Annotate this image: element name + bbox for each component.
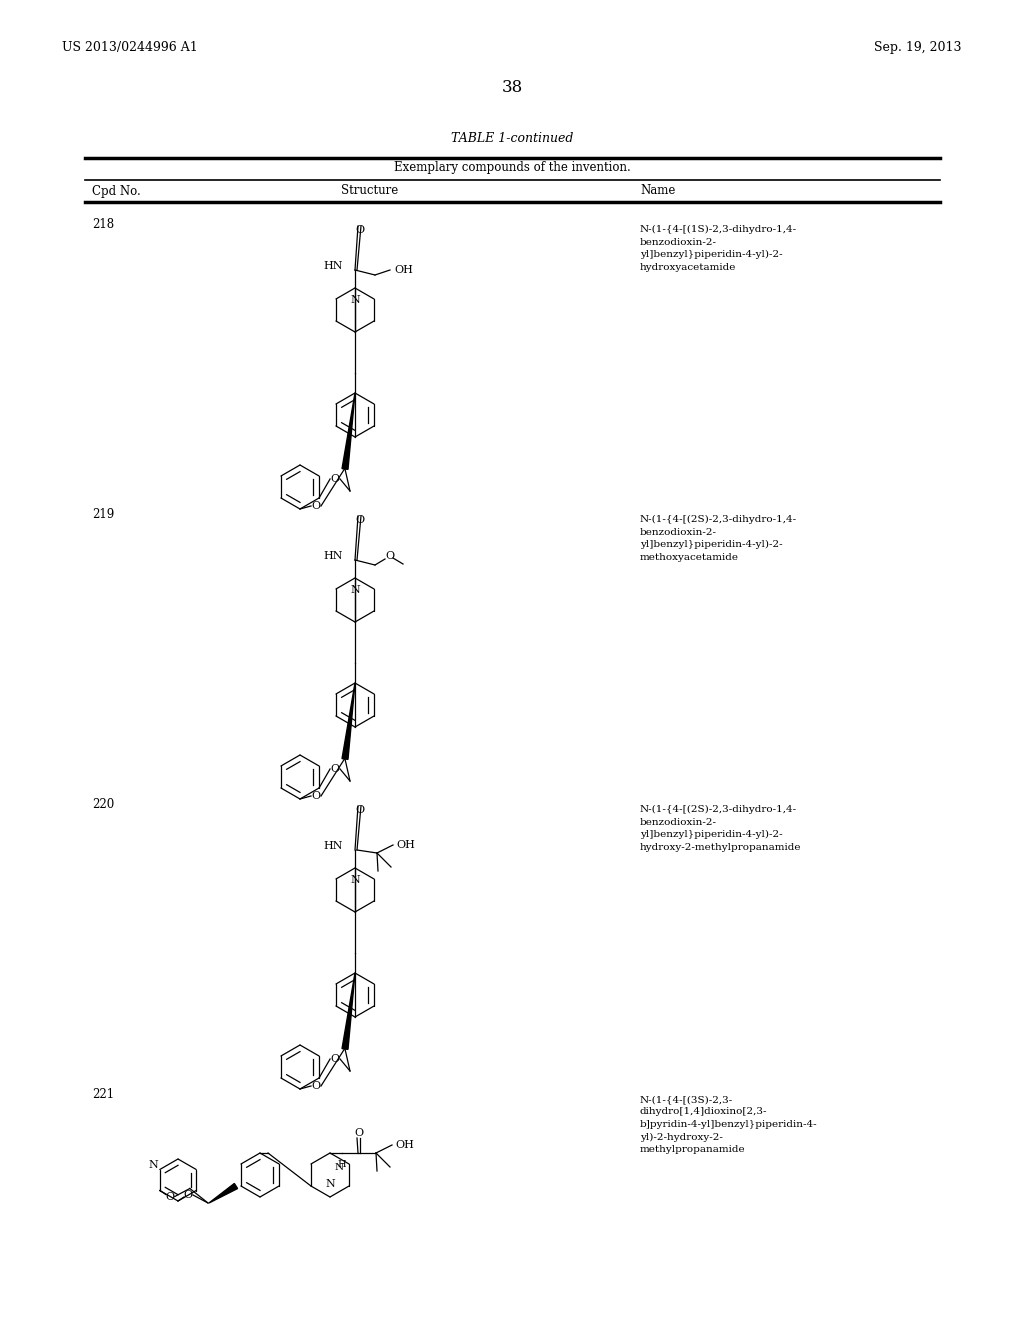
- Text: N: N: [350, 875, 359, 884]
- Text: O: O: [331, 1053, 340, 1064]
- Text: TABLE 1-continued: TABLE 1-continued: [451, 132, 573, 144]
- Text: O: O: [331, 764, 340, 774]
- Polygon shape: [342, 973, 355, 1049]
- Polygon shape: [209, 1184, 238, 1203]
- Text: Cpd No.: Cpd No.: [92, 185, 140, 198]
- Text: 220: 220: [92, 799, 115, 812]
- Text: O: O: [165, 1192, 174, 1201]
- Text: O: O: [311, 1081, 321, 1092]
- Text: O: O: [355, 224, 365, 235]
- Text: Sep. 19, 2013: Sep. 19, 2013: [874, 41, 962, 54]
- Text: O: O: [311, 502, 321, 511]
- Text: N-(1-{4-[(2S)-2,3-dihydro-1,4-
benzodioxin-2-
yl]benzyl}piperidin-4-yl)-2-
hydro: N-(1-{4-[(2S)-2,3-dihydro-1,4- benzodiox…: [640, 805, 802, 851]
- Text: OH: OH: [394, 265, 413, 275]
- Text: O: O: [355, 515, 365, 525]
- Text: 218: 218: [92, 219, 114, 231]
- Text: OH: OH: [395, 1140, 414, 1150]
- Text: Exemplary compounds of the invention.: Exemplary compounds of the invention.: [393, 161, 631, 174]
- Text: O: O: [385, 550, 394, 561]
- Text: HN: HN: [324, 261, 343, 271]
- Text: N-(1-{4-[(3S)-2,3-
dihydro[1,4]dioxino[2,3-
b]pyridin-4-yl]benzyl}piperidin-4-
y: N-(1-{4-[(3S)-2,3- dihydro[1,4]dioxino[2…: [640, 1096, 817, 1154]
- Text: H: H: [338, 1160, 346, 1170]
- Text: Name: Name: [640, 185, 676, 198]
- Text: N: N: [148, 1160, 158, 1171]
- Polygon shape: [342, 682, 355, 759]
- Text: US 2013/0244996 A1: US 2013/0244996 A1: [62, 41, 198, 54]
- Text: O: O: [311, 791, 321, 801]
- Text: 38: 38: [502, 78, 522, 95]
- Text: O: O: [331, 474, 340, 484]
- Text: N: N: [350, 585, 359, 595]
- Text: OH: OH: [396, 840, 415, 850]
- Text: O: O: [354, 1129, 364, 1138]
- Text: N-(1-{4-[(2S)-2,3-dihydro-1,4-
benzodioxin-2-
yl]benzyl}piperidin-4-yl)-2-
metho: N-(1-{4-[(2S)-2,3-dihydro-1,4- benzodiox…: [640, 515, 797, 562]
- Polygon shape: [342, 393, 355, 470]
- Text: 219: 219: [92, 508, 115, 521]
- Text: O: O: [183, 1191, 193, 1200]
- Text: O: O: [355, 805, 365, 814]
- Text: Structure: Structure: [341, 185, 398, 198]
- Text: HN: HN: [324, 841, 343, 851]
- Text: N-(1-{4-[(1S)-2,3-dihydro-1,4-
benzodioxin-2-
yl]benzyl}piperidin-4-yl)-2-
hydro: N-(1-{4-[(1S)-2,3-dihydro-1,4- benzodiox…: [640, 224, 797, 272]
- Text: HN: HN: [324, 550, 343, 561]
- Text: N: N: [350, 294, 359, 305]
- Text: N: N: [335, 1163, 344, 1172]
- Text: N: N: [326, 1179, 335, 1189]
- Text: 221: 221: [92, 1089, 114, 1101]
